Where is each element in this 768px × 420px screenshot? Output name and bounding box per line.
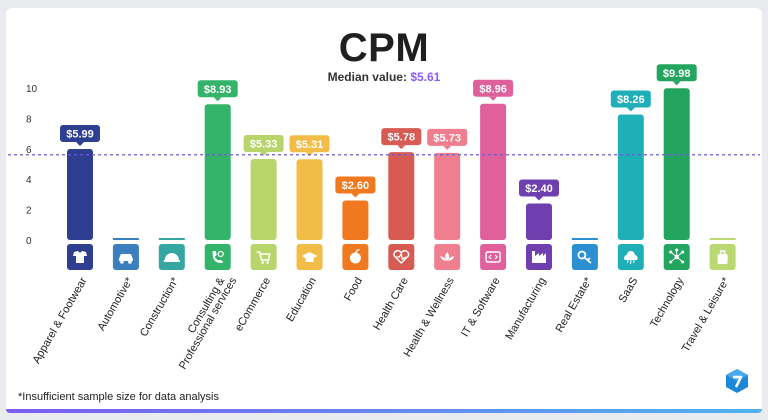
bar [480, 103, 507, 240]
category-label: Technology [648, 275, 686, 330]
factory-icon [532, 251, 546, 263]
value-badge-pointer [443, 145, 452, 150]
value-label: $5.73 [433, 132, 461, 144]
bar [342, 200, 369, 240]
tshirt-icon [73, 251, 87, 263]
value-badge-pointer [259, 151, 268, 156]
value-label: $2.40 [525, 183, 553, 195]
value-label: $2.60 [342, 180, 370, 192]
graduation-cap-icon [301, 252, 318, 262]
category-label: SaaS [617, 276, 641, 305]
empty-bar-stub [709, 238, 736, 240]
category-label: Automotive* [95, 275, 135, 333]
value-badge [243, 134, 284, 152]
bar [388, 152, 415, 240]
helmet-icon [163, 253, 180, 262]
luggage-icon [717, 250, 728, 264]
value-badge-pointer [351, 193, 360, 198]
bar [617, 114, 644, 240]
cloud-icon [624, 251, 638, 264]
bar [67, 148, 93, 240]
category-label: Construction* [138, 275, 182, 339]
bottom-accent-bar [6, 409, 762, 413]
value-badge-pointer [489, 96, 498, 101]
value-badge-pointer [76, 141, 84, 146]
category-label: Food [342, 276, 365, 304]
code-icon [485, 251, 501, 263]
category-label: IT & Software [459, 275, 503, 339]
median-label: Median value: [327, 70, 407, 84]
y-tick-label: 2 [26, 206, 32, 217]
category-label: Health Care [371, 276, 411, 333]
value-badge-pointer [626, 107, 635, 112]
value-badge [335, 176, 376, 194]
value-badge-pointer [672, 81, 681, 86]
value-label: $5.31 [296, 139, 324, 151]
apple-icon [349, 249, 361, 264]
value-label: $5.99 [66, 128, 94, 140]
value-label: $8.96 [479, 83, 507, 95]
lotus-icon [440, 252, 455, 261]
icon-tile [250, 244, 277, 270]
bar [434, 152, 461, 240]
category-label: Education [284, 276, 319, 324]
empty-bar-stub [158, 238, 185, 240]
bar [663, 88, 690, 240]
y-tick-label: 10 [26, 84, 38, 95]
brand-logo-icon [726, 369, 748, 393]
value-badge [519, 179, 559, 197]
value-label: $8.93 [204, 84, 232, 96]
bar [204, 104, 231, 240]
category-label: Travel & Leisure* [680, 275, 733, 354]
value-badge-pointer [535, 196, 543, 201]
bar [526, 203, 552, 240]
value-badge [473, 79, 514, 97]
value-badge [197, 80, 238, 98]
value-badge [381, 128, 422, 146]
value-label: $5.33 [250, 138, 278, 150]
value-label: $8.26 [617, 94, 645, 106]
heartbeat-icon [393, 249, 410, 265]
category-label: Health & Wellness [402, 275, 457, 359]
value-badge [656, 64, 697, 82]
category-label: Manufacturing [503, 276, 548, 342]
bar [296, 159, 323, 240]
value-label: $5.78 [388, 132, 416, 144]
median-subtitle: Median value: $5.61 [0, 70, 768, 84]
empty-bar-stub [571, 238, 598, 240]
value-badge-pointer [213, 97, 222, 102]
category-label: Real Estate* [554, 275, 595, 335]
value-badge [427, 128, 468, 146]
icon-tile [204, 244, 231, 270]
bar [250, 158, 277, 240]
y-tick-label: 6 [26, 145, 32, 156]
value-badge [289, 135, 330, 153]
network-icon [669, 248, 685, 264]
category-label: eCommerce [233, 276, 273, 334]
median-value: $5.61 [410, 70, 441, 84]
empty-bar-stub [112, 238, 139, 240]
value-badge [610, 90, 651, 108]
value-badge-pointer [397, 145, 406, 150]
y-tick-label: 0 [26, 236, 32, 247]
footnote: *Insufficient sample size for data analy… [18, 391, 219, 403]
y-tick-label: 4 [26, 175, 32, 186]
cart-icon [256, 251, 271, 264]
key-icon [577, 250, 592, 264]
category-label: Apparel & Footwear [31, 275, 90, 365]
value-label: $9.98 [663, 68, 691, 80]
car-icon [118, 254, 133, 264]
icon-tile [480, 244, 507, 270]
chart-title: CPM [338, 26, 430, 70]
value-badge [60, 124, 100, 142]
phone-icon [212, 250, 224, 264]
y-tick-label: 8 [26, 114, 32, 125]
